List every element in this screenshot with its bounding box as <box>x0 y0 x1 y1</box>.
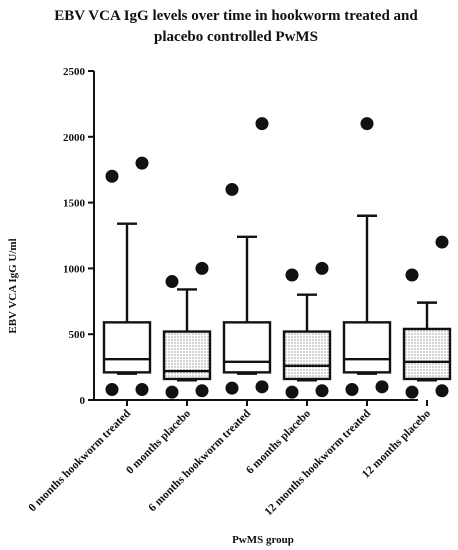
outlier-point <box>225 182 239 196</box>
outlier-point <box>165 385 179 399</box>
box <box>342 321 392 374</box>
outlier-point <box>225 381 239 395</box>
box <box>102 321 152 374</box>
x-axis-label: PwMS group <box>232 534 294 546</box>
outlier-point <box>360 117 374 131</box>
y-tick-label: 1500 <box>63 198 86 210</box>
y-tick-label: 1000 <box>63 263 86 275</box>
outlier-point <box>345 382 359 396</box>
y-tick-label: 2500 <box>63 66 86 78</box>
outlier-point <box>255 117 269 131</box>
box <box>402 327 452 381</box>
outlier-point <box>165 275 179 289</box>
category-label: 6 months hookworm treated <box>147 407 254 514</box>
outlier-point <box>315 261 329 275</box>
outlier-point <box>105 169 119 183</box>
y-axis-label: EBV VCA IgG U/ml <box>7 238 19 333</box>
plot-area: 0 500 1000 1500 2000 2500 0 months hookworm tr… <box>27 66 452 518</box>
outlier-point <box>435 235 449 249</box>
outlier-point <box>285 385 299 399</box>
chart-title-line-1: EBV VCA IgG levels over time in hookworm… <box>54 8 418 24</box>
outlier-point <box>195 261 209 275</box>
box <box>282 330 332 381</box>
outlier-point <box>255 380 269 394</box>
y-tick-label: 2000 <box>63 132 86 144</box>
outlier-point <box>375 380 389 394</box>
category-label: 12 months placebo <box>360 407 433 480</box>
outlier-point <box>405 268 419 282</box>
outlier-point <box>285 268 299 282</box>
outlier-point <box>195 384 209 398</box>
box <box>222 321 272 374</box>
outlier-point <box>405 385 419 399</box>
category-label: 12 months hookworm treated <box>262 407 373 518</box>
y-tick-label: 0 <box>80 395 86 407</box>
outlier-point <box>135 156 149 170</box>
category-label: 0 months placebo <box>124 407 193 476</box>
outlier-point <box>105 382 119 396</box>
chart-title-line-2: placebo controlled PwMS <box>154 29 318 45</box>
category-label: 6 months placebo <box>244 407 313 476</box>
outlier-point <box>435 384 449 398</box>
y-tick-label: 500 <box>69 329 86 341</box>
category-label: 0 months hookworm treated <box>27 407 134 514</box>
outlier-point <box>135 382 149 396</box>
outlier-point <box>315 384 329 398</box>
